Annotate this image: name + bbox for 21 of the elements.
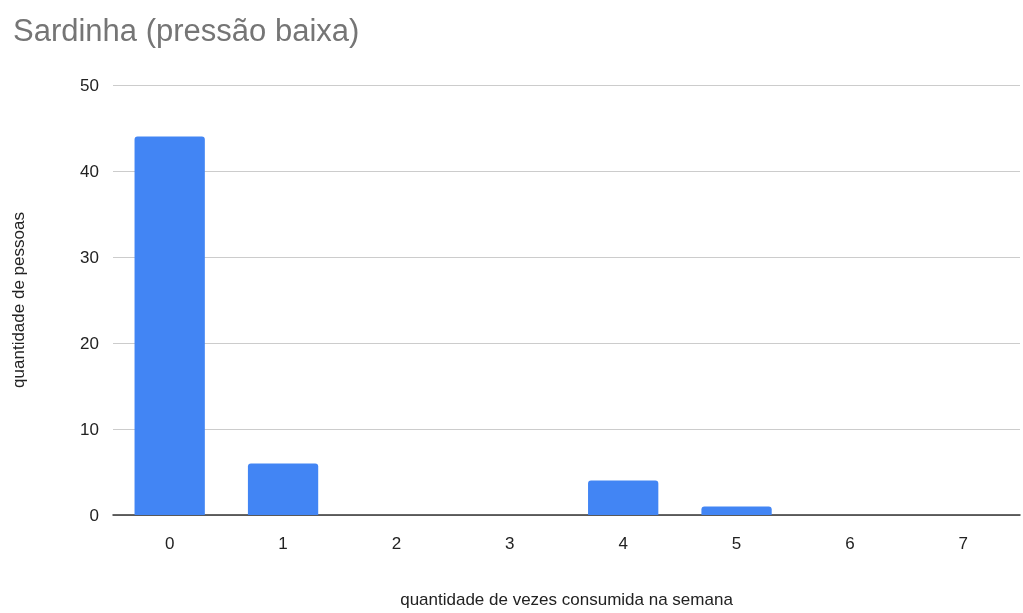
x-tick-label: 6 [845, 534, 855, 553]
y-tick-label: 10 [80, 419, 99, 439]
bar [701, 506, 772, 515]
x-tick-label: 0 [164, 534, 175, 553]
x-tick-label: 2 [391, 534, 402, 553]
chart-title: Sardinha (pressão baixa) [13, 13, 360, 48]
x-tick-label: 4 [618, 534, 628, 553]
y-tick-label: 50 [80, 75, 99, 95]
y-tick-label: 20 [80, 333, 99, 353]
y-tick-label: 0 [89, 505, 99, 525]
x-tick-label: 7 [958, 534, 969, 553]
bar [134, 136, 205, 515]
x-tick-label: 3 [505, 534, 515, 553]
y-tick-label: 30 [80, 247, 99, 267]
x-tick-label: 1 [278, 534, 288, 553]
y-axis-title: quantidade de pessoas [9, 212, 28, 388]
x-tick-label: 5 [731, 534, 742, 553]
bar [588, 480, 659, 515]
x-axis-title: quantidade de vezes consumida na semana [400, 590, 734, 609]
y-tick-label: 40 [80, 161, 99, 181]
bar [247, 463, 319, 515]
